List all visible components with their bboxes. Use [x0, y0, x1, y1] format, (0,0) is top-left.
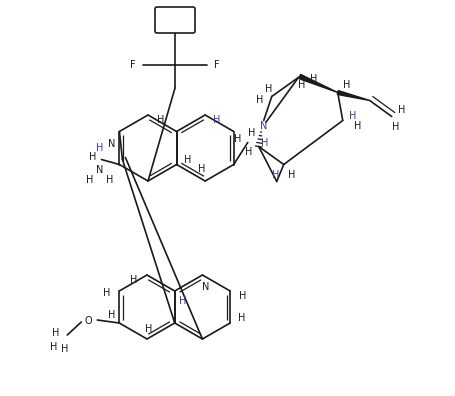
Text: H: H	[107, 310, 115, 320]
Text: H: H	[96, 143, 103, 152]
Text: H: H	[106, 175, 113, 185]
Text: H: H	[89, 152, 96, 162]
Text: H: H	[130, 275, 137, 285]
Text: H: H	[198, 164, 205, 174]
Text: H: H	[256, 95, 263, 105]
Text: H: H	[348, 110, 356, 120]
Text: N: N	[201, 282, 209, 292]
Text: H: H	[239, 291, 246, 301]
Text: H: H	[213, 115, 220, 125]
Text: H: H	[298, 80, 305, 89]
Text: H: H	[244, 147, 252, 156]
Text: H: H	[397, 105, 404, 114]
Text: H: H	[288, 169, 295, 179]
Text: H: H	[86, 175, 93, 185]
Text: H: H	[183, 154, 191, 164]
Text: F: F	[214, 60, 219, 70]
Polygon shape	[337, 91, 369, 101]
Text: H: H	[179, 296, 186, 306]
Text: H: H	[238, 313, 245, 323]
FancyBboxPatch shape	[155, 7, 195, 33]
Text: H: H	[61, 344, 68, 354]
Text: H: H	[50, 342, 57, 352]
Text: H: H	[264, 84, 272, 93]
Polygon shape	[298, 74, 337, 93]
Text: H: H	[145, 324, 152, 334]
Text: F: F	[130, 60, 136, 70]
Text: H: H	[391, 122, 399, 131]
Text: H: H	[233, 133, 241, 143]
Text: H: H	[272, 169, 279, 179]
Text: H: H	[260, 137, 268, 147]
Text: N: N	[96, 164, 103, 175]
Text: N: N	[107, 139, 115, 148]
Text: H: H	[353, 120, 361, 131]
Text: N: N	[259, 120, 267, 131]
Text: O: O	[84, 316, 92, 326]
Text: H: H	[342, 80, 349, 89]
Text: H: H	[51, 328, 59, 338]
Text: H: H	[309, 74, 317, 84]
Text: H: H	[157, 115, 164, 125]
Text: Abs: Abs	[165, 16, 184, 26]
Text: H: H	[102, 288, 110, 298]
Text: H: H	[248, 128, 255, 137]
